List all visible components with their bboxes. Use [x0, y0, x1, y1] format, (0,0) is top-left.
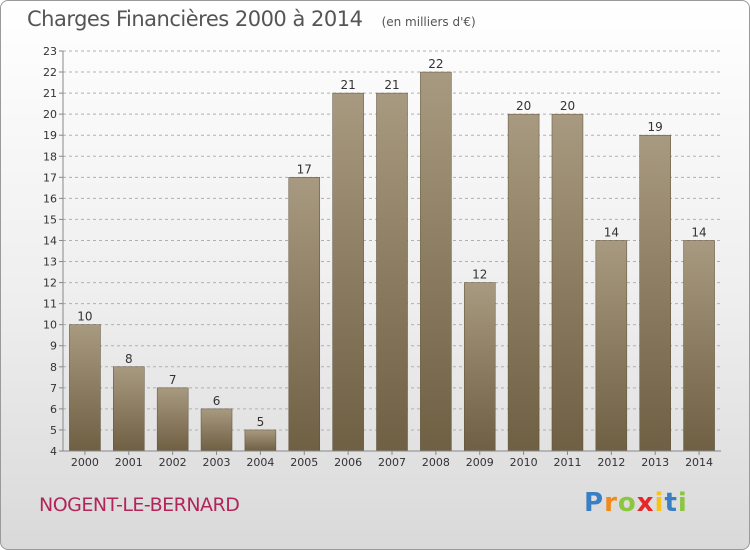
- y-tick-label: 23: [43, 45, 57, 58]
- y-tick-label: 9: [50, 340, 57, 353]
- x-tick-label: 2008: [422, 456, 450, 469]
- y-tick-label: 18: [43, 150, 57, 163]
- y-tick-label: 8: [50, 361, 57, 374]
- y-tick-label: 4: [50, 445, 57, 458]
- bars-layer: 10 8 7 6 5 17 21 21 22 12 20 20 14 19 14: [69, 57, 715, 452]
- data-label: 10: [77, 310, 92, 324]
- data-label: 6: [213, 394, 221, 408]
- logo-letter: o: [617, 488, 637, 518]
- data-label: 14: [604, 225, 619, 239]
- data-label: 21: [340, 78, 355, 92]
- x-tick-label: 2001: [115, 456, 143, 469]
- logo-letter: t: [664, 488, 678, 518]
- data-label: 7: [169, 373, 177, 387]
- y-tick-label: 6: [50, 403, 57, 416]
- x-tick-label: 2010: [510, 456, 538, 469]
- x-tick-label: 2000: [71, 456, 99, 469]
- y-tick-label: 16: [43, 192, 57, 205]
- x-tick-label: 2012: [597, 456, 625, 469]
- bar-2003: [200, 408, 233, 452]
- y-tick-label: 22: [43, 66, 57, 79]
- bar-2008: [420, 71, 452, 452]
- x-tick-label: 2002: [159, 456, 187, 469]
- bar-2007: [376, 92, 408, 452]
- logo-letter: r: [604, 488, 618, 518]
- data-label: 5: [257, 415, 265, 429]
- bar-2012: [595, 240, 628, 452]
- bar-2006: [332, 92, 364, 452]
- data-label: 22: [428, 57, 443, 71]
- data-label: 17: [297, 162, 312, 176]
- data-label: 19: [648, 120, 663, 134]
- bar-2002: [156, 387, 189, 452]
- x-tick-label: 2013: [641, 456, 669, 469]
- bar-2004: [244, 429, 277, 452]
- proxiti-logo: Proxiti: [584, 488, 688, 518]
- logo-letter: x: [636, 488, 655, 518]
- data-label: 20: [560, 99, 575, 113]
- y-tick-label: 14: [43, 234, 57, 247]
- logo-letter: i: [654, 488, 665, 518]
- y-tick-label: 5: [50, 424, 57, 437]
- bar-2000: [69, 324, 101, 452]
- x-tick-label: 2007: [378, 456, 406, 469]
- logo-letter: P: [584, 488, 605, 518]
- chart-subtitle: (en milliers d'€): [381, 15, 476, 29]
- bar-2013: [639, 134, 671, 452]
- data-label: 8: [125, 352, 133, 366]
- y-tick-label: 21: [43, 87, 57, 100]
- axis-layer: 4 5 6 7 8 9 10 11 12 13 14 15 16 17 18 19 20 21 22 23 2000 20…: [43, 45, 721, 469]
- logo-letter: i: [677, 488, 688, 518]
- title-row: Charges Financières 2000 à 2014 (en mill…: [27, 7, 476, 31]
- bar-2014: [683, 240, 715, 452]
- y-tick-label: 20: [43, 108, 57, 121]
- y-tick-label: 11: [43, 298, 57, 311]
- commune-name: NOGENT-LE-BERNARD: [39, 494, 240, 516]
- chart-title: Charges Financières 2000 à 2014: [27, 7, 363, 31]
- x-tick-label: 2003: [203, 456, 231, 469]
- y-tick-label: 13: [43, 256, 57, 269]
- x-tick-label: 2006: [334, 456, 362, 469]
- y-tick-label: 17: [43, 171, 57, 184]
- x-tick-label: 2009: [466, 456, 494, 469]
- bar-2011: [551, 113, 584, 452]
- bar-2005: [288, 177, 321, 452]
- data-label: 14: [691, 225, 706, 239]
- y-tick-label: 10: [43, 319, 57, 332]
- y-tick-label: 7: [50, 382, 57, 395]
- bar-2001: [113, 366, 145, 452]
- y-tick-label: 19: [43, 129, 57, 142]
- data-label: 21: [384, 78, 399, 92]
- x-tick-label: 2004: [246, 456, 274, 469]
- y-tick-label: 12: [43, 277, 57, 290]
- data-label: 12: [472, 268, 487, 282]
- data-label: 20: [516, 99, 531, 113]
- x-tick-label: 2011: [553, 456, 581, 469]
- y-tick-label: 15: [43, 213, 57, 226]
- x-tick-label: 2014: [685, 456, 713, 469]
- bar-2010: [507, 113, 540, 452]
- x-tick-label: 2005: [290, 456, 318, 469]
- bar-2009: [463, 282, 496, 452]
